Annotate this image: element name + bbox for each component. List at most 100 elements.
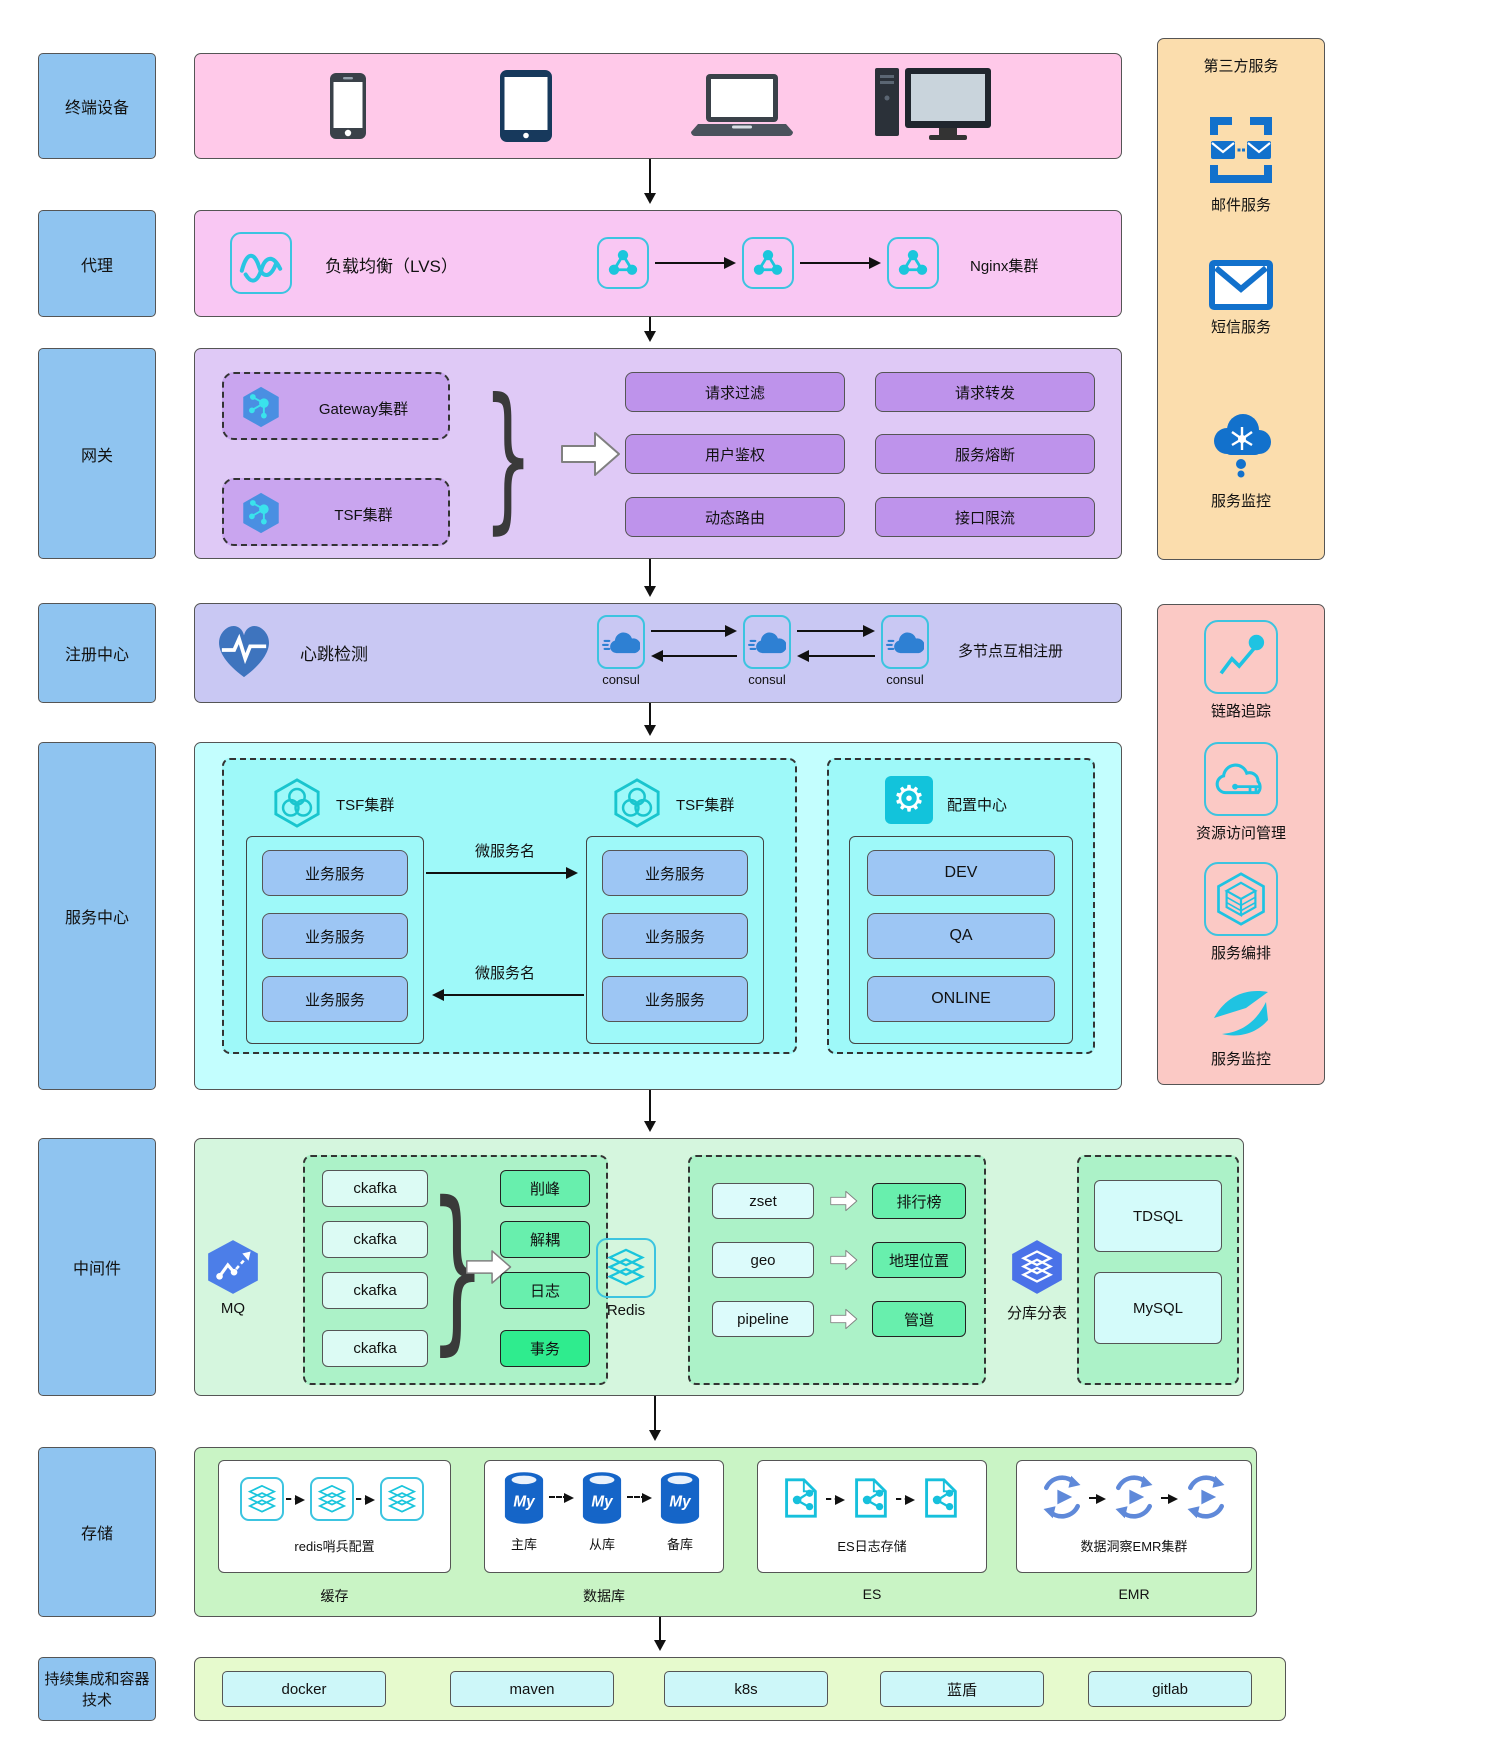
gateway-feature-box: 请求过滤 xyxy=(625,372,845,412)
load-balancer-icon xyxy=(230,232,292,294)
redis-stack-icon xyxy=(240,1477,284,1521)
kafka-label: ckafka xyxy=(353,1340,397,1357)
service-group-container xyxy=(246,836,424,1044)
flow-arrow-down xyxy=(643,159,656,204)
env-box-qa: QA xyxy=(867,913,1055,959)
service-monitor-label: 服务监控 xyxy=(1210,1051,1271,1068)
database-caption: 数据库 xyxy=(583,1588,625,1604)
emr-card-title: 数据洞察EMR集群 xyxy=(1080,1539,1188,1554)
service-monitor-bird-icon xyxy=(1208,982,1274,1040)
kafka-feature-box: 事务 xyxy=(500,1330,590,1367)
flow-arrow-down xyxy=(643,559,656,597)
sidebar-label-storage: 存储 xyxy=(38,1447,156,1617)
redis-cmd-label: pipeline xyxy=(737,1310,789,1328)
feature-label: 用户鉴权 xyxy=(704,446,765,464)
gateway-cluster-label: Gateway集群 xyxy=(318,401,409,418)
kafka-feature-box: 削峰 xyxy=(500,1170,590,1207)
ci-tool-label: k8s xyxy=(734,1680,758,1698)
kafka-label: ckafka xyxy=(353,1180,397,1197)
service-box: 业务服务 xyxy=(602,976,748,1022)
flow-arrow-right xyxy=(426,867,578,879)
gateway-feature-box: 接口限流 xyxy=(875,497,1095,537)
emr-sync-icon xyxy=(1038,1473,1086,1521)
service-label: 业务服务 xyxy=(304,991,365,1009)
replication-arrow xyxy=(549,1492,574,1503)
gear-icon: ⚙ xyxy=(885,776,933,824)
cache-caption: 缓存 xyxy=(320,1588,349,1604)
mq-hexagon-icon xyxy=(204,1238,262,1296)
mq-label: MQ xyxy=(220,1300,246,1317)
service-label: 业务服务 xyxy=(644,865,705,883)
ci-tool-label: 蓝盾 xyxy=(946,1681,977,1699)
tsf-hexagon-icon xyxy=(238,490,284,536)
microservice-link-label: 微服务名 xyxy=(474,965,535,982)
kafka-feature-label: 日志 xyxy=(529,1283,560,1300)
flow-arrow-down xyxy=(643,1090,656,1132)
feature-label: 动态路由 xyxy=(704,509,765,527)
redis-cmd-box: pipeline xyxy=(712,1301,814,1337)
gateway-feature-box: 请求转发 xyxy=(875,372,1095,412)
laptop-icon xyxy=(691,74,793,136)
ci-tool-box: k8s xyxy=(664,1671,828,1707)
consul-cloud-icon xyxy=(743,615,791,669)
kafka-label: ckafka xyxy=(353,1231,397,1248)
nginx-cluster-label: Nginx集群 xyxy=(970,258,1039,275)
consul-node-label: consul xyxy=(602,672,640,687)
feature-label: 服务熔断 xyxy=(954,446,1015,464)
heartbeat-label: 心跳检测 xyxy=(300,645,368,664)
database-box: TDSQL xyxy=(1094,1180,1222,1252)
kafka-feature-label: 削峰 xyxy=(529,1181,560,1198)
registry-note-label: 多节点互相注册 xyxy=(958,643,1064,660)
consul-node-label: consul xyxy=(748,672,786,687)
env-box-online: ONLINE xyxy=(867,976,1055,1022)
db-node-label: 备库 xyxy=(666,1537,693,1552)
brace-glyph: } xyxy=(483,365,534,549)
es-caption: ES xyxy=(862,1586,882,1602)
redis-use-label: 排行榜 xyxy=(896,1193,942,1211)
sidebar-label-terminal: 终端设备 xyxy=(38,53,156,159)
ci-tool-box: docker xyxy=(222,1671,386,1707)
replication-arrow xyxy=(627,1492,652,1503)
tsf-cluster-label: TSF集群 xyxy=(676,797,735,814)
phone-icon xyxy=(330,73,366,139)
redis-stack-icon xyxy=(310,1477,354,1521)
ci-tool-box: 蓝盾 xyxy=(880,1671,1044,1707)
redis-stack-icon xyxy=(380,1477,424,1521)
gateway-feature-box: 用户鉴权 xyxy=(625,434,845,474)
resource-access-label: 资源访问管理 xyxy=(1195,825,1286,842)
db-node-label: 从库 xyxy=(588,1537,615,1552)
third-party-title: 第三方服务 xyxy=(1203,58,1279,75)
env-label: QA xyxy=(949,927,973,944)
brace-glyph: } xyxy=(429,1164,486,1371)
service-label: 业务服务 xyxy=(644,928,705,946)
service-label: 业务服务 xyxy=(304,928,365,946)
consul-cloud-icon xyxy=(597,615,645,669)
config-center-label: 配置中心 xyxy=(947,797,1008,814)
kafka-feature-box: 日志 xyxy=(500,1272,590,1309)
tsf-cluster-box: TSF集群 xyxy=(222,478,450,546)
tsf-cluster-label: TSF集群 xyxy=(334,507,393,524)
sidebar-label-middleware: 中间件 xyxy=(38,1138,156,1396)
sidebar-label-proxy: 代理 xyxy=(38,210,156,317)
redis-cmd-label: geo xyxy=(750,1251,776,1269)
sidebar-label-registry: 注册中心 xyxy=(38,603,156,703)
service-box: 业务服务 xyxy=(262,850,408,896)
mysql-cylinder-icon xyxy=(581,1470,623,1526)
sidebar-label-ci: 持续集成和容器技术 xyxy=(38,1657,156,1721)
block-arrow-icon xyxy=(560,430,622,478)
ci-tool-label: docker xyxy=(281,1680,327,1698)
cluster-node-icon xyxy=(597,237,649,289)
gateway-feature-box: 动态路由 xyxy=(625,497,845,537)
tsf-cluster-icon xyxy=(272,776,322,830)
service-box: 业务服务 xyxy=(262,913,408,959)
trace-chart-icon xyxy=(1204,620,1278,694)
tsf-cluster-icon xyxy=(612,776,662,830)
es-document-icon xyxy=(777,1475,823,1521)
replication-arrow xyxy=(356,1494,375,1505)
kafka-label: ckafka xyxy=(353,1282,397,1299)
redis-use-box: 排行榜 xyxy=(872,1183,966,1219)
orchestration-cube-icon xyxy=(1204,862,1278,936)
db-node-label: 主库 xyxy=(510,1537,537,1552)
sidebar-label-service-center: 服务中心 xyxy=(38,742,156,1090)
feature-label: 请求转发 xyxy=(954,384,1015,402)
